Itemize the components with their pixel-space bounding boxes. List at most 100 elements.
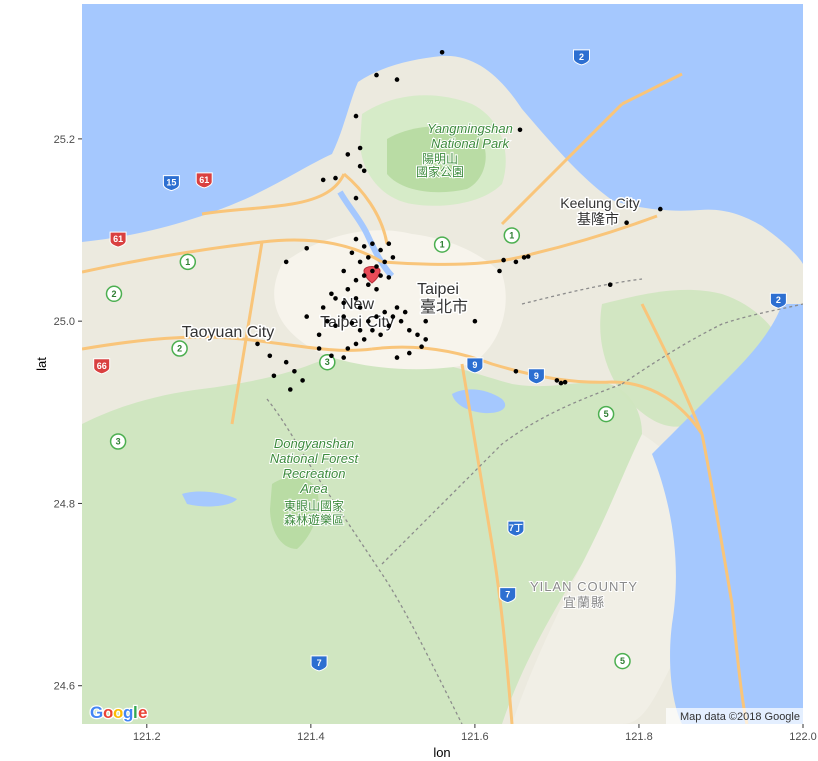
data-point	[357, 163, 363, 169]
y-tick-label: 24.8	[54, 498, 75, 510]
road-shield-label: 1	[440, 240, 445, 250]
x-tick-label: 121.6	[461, 731, 489, 743]
data-point	[357, 259, 363, 265]
data-point	[370, 328, 375, 333]
data-point	[390, 314, 396, 319]
taipei-label-en: Taipei	[417, 281, 459, 298]
data-point	[267, 353, 273, 359]
road-shield: 7	[310, 655, 328, 672]
new-taipei-label-2: Taipei City	[320, 314, 394, 331]
road-shield: 5	[597, 405, 615, 423]
road-shield: 61	[109, 231, 127, 248]
dongyanshan-label-6: 森林遊樂區	[284, 512, 344, 527]
data-point	[361, 337, 367, 342]
dongyanshan-park	[270, 477, 319, 549]
road-shield: 2	[105, 285, 123, 303]
road-shield: 7	[499, 587, 517, 604]
data-point	[361, 168, 367, 174]
data-point	[345, 152, 351, 157]
county-boundaries	[266, 278, 803, 724]
data-point	[353, 277, 359, 283]
data-point	[525, 254, 531, 259]
data-point	[357, 328, 363, 333]
data-point	[407, 350, 412, 356]
road-shield-label: 3	[325, 357, 330, 367]
data-point	[304, 314, 309, 319]
data-points	[255, 50, 663, 392]
data-point	[513, 369, 519, 374]
yilan-label-en: YILAN COUNTY	[530, 579, 638, 594]
data-point	[398, 318, 404, 324]
road-shield-label: 1	[509, 231, 514, 241]
data-point	[386, 275, 392, 280]
y-tick-label: 25.0	[54, 316, 75, 328]
data-point	[349, 320, 355, 326]
data-point	[361, 244, 367, 249]
road-shield-label: 9	[472, 360, 477, 370]
data-point	[374, 287, 379, 292]
data-point	[439, 50, 445, 55]
road-shield-label: 1	[185, 257, 190, 267]
google-logo-letter: o	[113, 703, 123, 722]
data-point	[521, 255, 527, 260]
tamsui-river	[337, 190, 395, 279]
east-sea	[652, 304, 803, 724]
x-tick-label: 121.4	[297, 731, 325, 743]
data-point	[341, 300, 347, 306]
dongyanshan-label-5: 東眼山國家	[284, 498, 344, 513]
road-shield-label: 3	[116, 437, 121, 447]
data-point	[517, 127, 523, 133]
google-logo-letter: l	[133, 703, 138, 722]
road-shield: 15	[162, 175, 180, 192]
data-point	[366, 282, 371, 288]
data-point	[394, 355, 400, 360]
data-point	[374, 314, 379, 319]
data-point	[283, 259, 289, 265]
road-shield-label: 5	[604, 409, 609, 419]
y-tick-label: 24.6	[54, 681, 75, 693]
keelung-label-en: Keelung City	[560, 195, 639, 211]
road-shield: 3	[109, 433, 127, 450]
data-point	[333, 175, 338, 181]
data-point	[378, 273, 383, 278]
data-point	[316, 332, 322, 338]
data-point	[292, 369, 297, 374]
attribution-bg	[666, 708, 803, 724]
road-shield-label: 2	[579, 52, 584, 62]
data-point	[333, 323, 338, 329]
data-point	[345, 346, 351, 351]
data-point	[353, 296, 359, 301]
road-shield: 1	[433, 236, 451, 253]
google-logo-letter: G	[90, 703, 103, 722]
data-point	[607, 282, 613, 288]
data-point	[345, 287, 351, 292]
taipei-label-zh: 臺北市	[420, 297, 468, 316]
yangmingshan-label-3: 陽明山	[422, 152, 458, 166]
data-point	[304, 246, 309, 251]
yangmingshan-label-4: 國家公園	[416, 164, 464, 179]
road-shield-label: 2	[776, 295, 781, 305]
data-point	[402, 309, 408, 315]
road-shield-label: 66	[97, 361, 107, 371]
keelung-label-zh: 基隆市	[577, 211, 619, 228]
road-shield-label: 2	[177, 344, 182, 354]
road-shield-label: 61	[113, 234, 123, 244]
road-shield: 2	[769, 292, 787, 309]
road-shield: 5	[614, 652, 631, 670]
data-point	[407, 328, 412, 333]
data-point	[378, 332, 383, 338]
road-shield: 66	[93, 358, 111, 375]
yangmingshan-park	[387, 126, 486, 193]
road-shield: 1	[503, 227, 521, 244]
data-point	[329, 291, 334, 297]
x-tick-label: 121.2	[133, 731, 161, 743]
road-shield-label: 9	[534, 371, 539, 381]
data-point	[419, 344, 424, 350]
road-shield: 9	[466, 357, 484, 374]
road-shield: 61	[195, 172, 213, 189]
data-point	[501, 257, 506, 263]
road-shield-label: 7	[317, 658, 322, 668]
road-shield: 9	[527, 368, 545, 385]
y-axis-title: lat	[34, 357, 49, 371]
data-point	[341, 314, 347, 319]
